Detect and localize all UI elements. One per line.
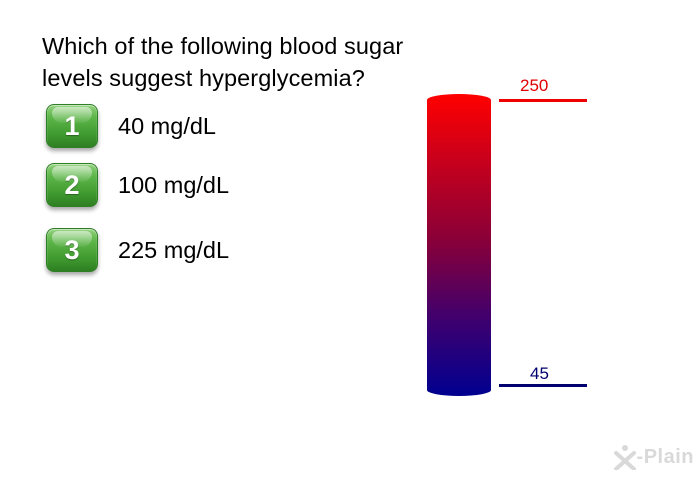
gauge-top-value: 250 [520, 76, 549, 95]
answer-option-3[interactable]: 3 225 mg/dL [46, 228, 346, 272]
option-number-badge[interactable]: 2 [46, 163, 98, 207]
gauge-bottom-value: 45 [530, 364, 549, 383]
gauge-bottom-marker [499, 384, 587, 387]
answer-option-1[interactable]: 1 40 mg/dL [46, 104, 346, 148]
question-line-1: Which of the following blood sugar [42, 33, 404, 59]
blood-sugar-gauge: 250 45 [420, 70, 620, 410]
x-plain-logo-icon [613, 445, 636, 470]
gauge-tube [427, 94, 491, 396]
gauge-top-marker [499, 99, 587, 102]
answer-option-2[interactable]: 2 100 mg/dL [46, 163, 346, 207]
question-line-2: levels suggest hyperglycemia? [42, 65, 365, 91]
x-plain-logo: -Plain [613, 444, 694, 470]
x-plain-logo-text: -Plain [636, 445, 694, 468]
option-label[interactable]: 100 mg/dL [118, 171, 230, 198]
option-label[interactable]: 225 mg/dL [118, 236, 230, 263]
option-label[interactable]: 40 mg/dL [118, 112, 216, 139]
option-number-badge[interactable]: 1 [46, 104, 98, 148]
question-text: Which of the following blood sugar level… [42, 30, 482, 94]
option-number-badge[interactable]: 3 [46, 228, 98, 272]
